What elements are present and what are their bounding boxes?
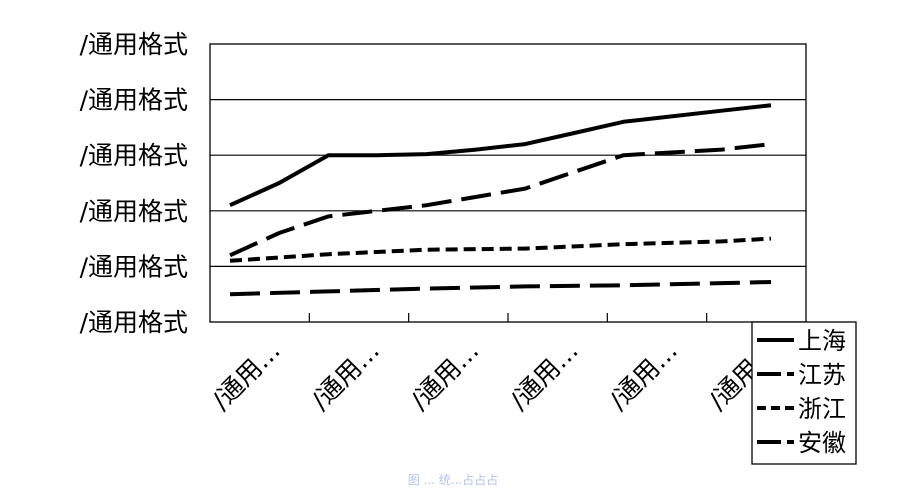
legend-label: 浙江 xyxy=(798,395,846,423)
x-tick-label: /通用… xyxy=(504,336,584,416)
x-tick-label: /通用… xyxy=(306,336,386,416)
x-axis-tick-marks xyxy=(308,313,708,322)
series-line-2 xyxy=(229,236,772,263)
x-tick-label: /通用… xyxy=(206,336,286,416)
series-line-1 xyxy=(229,142,772,258)
y-tick-label: /通用格式 xyxy=(80,30,188,59)
y-tick-label: /通用格式 xyxy=(80,141,188,170)
series-lines xyxy=(229,103,772,297)
y-tick-label: /通用格式 xyxy=(80,252,188,281)
plot-area-frame xyxy=(209,43,807,323)
x-axis-tick-labels: /通用…/通用…/通用…/通用…/通用…/通用… xyxy=(206,336,782,416)
legend-label: 上海 xyxy=(798,327,846,355)
x-tick-label: /通用… xyxy=(604,336,684,416)
y-tick-label: /通用格式 xyxy=(80,308,188,337)
grid-lines xyxy=(210,98,806,267)
series-line-3 xyxy=(229,280,772,297)
y-axis-tick-labels: /通用格式/通用格式/通用格式/通用格式/通用格式/通用格式 xyxy=(80,30,188,337)
series-line-0 xyxy=(229,103,772,208)
y-tick-label: /通用格式 xyxy=(80,197,188,226)
figure-caption: 图 ... 统...占占占 xyxy=(408,472,499,487)
x-tick-label: /通用… xyxy=(405,336,485,416)
legend-label: 安徽 xyxy=(798,429,846,457)
y-tick-label: /通用格式 xyxy=(80,86,188,115)
legend-label: 江苏 xyxy=(798,361,846,389)
